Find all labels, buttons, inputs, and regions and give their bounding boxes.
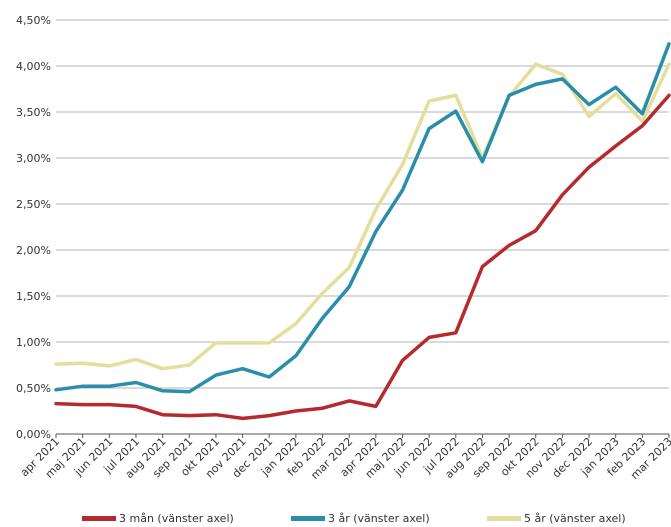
y-tick-label: 1,00%: [16, 336, 51, 349]
gridlines: [56, 19, 669, 435]
y-tick-label: 0,50%: [16, 382, 51, 395]
y-tick-label: 0,00%: [16, 428, 51, 441]
legend-item-3ar: 3 år (vänster axel): [291, 512, 430, 525]
legend-swatch-3man: [82, 516, 116, 521]
legend-label-5ar: 5 år (vänster axel): [524, 512, 626, 525]
series-line-0: [54, 93, 671, 421]
legend-label-3man: 3 mån (vänster axel): [119, 512, 234, 525]
series-lines: [54, 42, 671, 421]
legend: 3 mån (vänster axel) 3 år (vänster axel)…: [0, 508, 671, 527]
legend-swatch-3ar: [291, 516, 325, 521]
y-tick-label: 2,50%: [16, 198, 51, 211]
y-tick-label: 4,50%: [16, 14, 51, 27]
legend-label-3ar: 3 år (vänster axel): [328, 512, 430, 525]
y-tick-label: 4,00%: [16, 60, 51, 73]
y-axis-ticks: 0,00% 0,50% 1,00% 1,50% 2,00% 2,50% 3,00% 3,50%…: [16, 14, 51, 441]
legend-item-3man: 3 mån (vänster axel): [82, 512, 234, 525]
legend-item-5ar: 5 år (vänster axel): [487, 512, 626, 525]
series-line-1: [54, 42, 671, 394]
y-tick-label: 1,50%: [16, 290, 51, 303]
y-tick-label: 3,00%: [16, 152, 51, 165]
line-chart: 0,00% 0,50% 1,00% 1,50% 2,00% 2,50% 3,00% 3,50%…: [16, 14, 671, 482]
legend-swatch-5ar: [487, 516, 521, 521]
series-line-2: [54, 62, 671, 371]
y-tick-label: 3,50%: [16, 106, 51, 119]
y-tick-label: 2,00%: [16, 244, 51, 257]
